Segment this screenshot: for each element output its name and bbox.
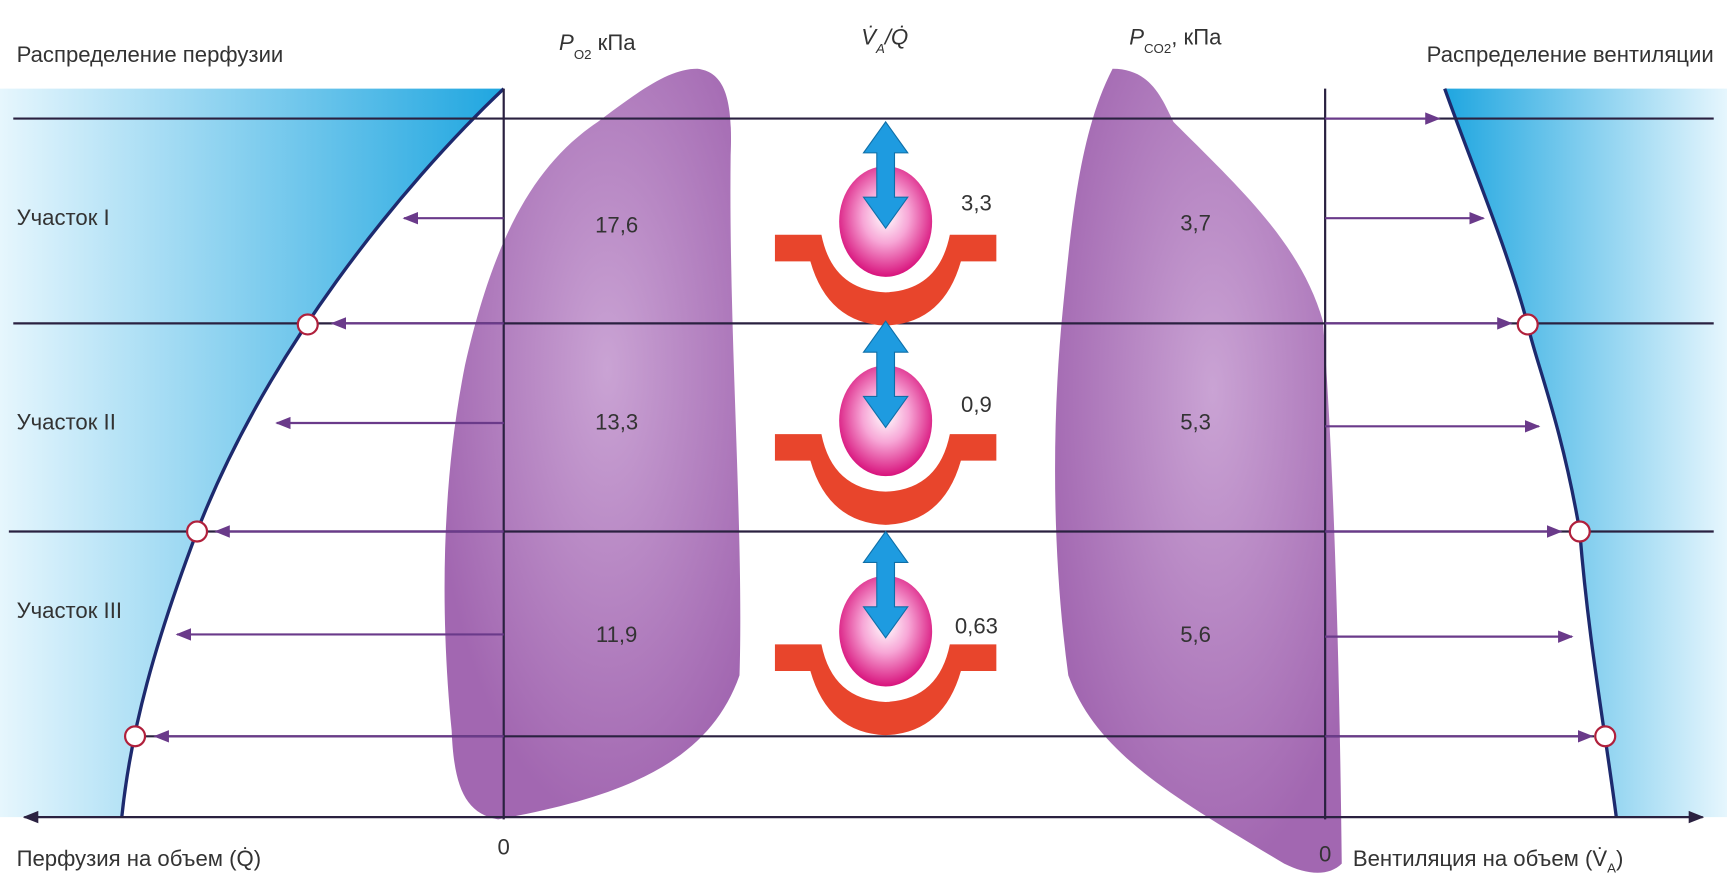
perfusion-curve — [120, 87, 505, 818]
po2-value: 13,3 — [595, 410, 638, 435]
zone-label: Участок II — [17, 410, 116, 435]
subscript: CO2 — [1144, 41, 1171, 56]
zero-label: 0 — [1319, 841, 1331, 866]
ratio-value: 0,63 — [955, 613, 998, 638]
po2-label: PO2 кПа — [559, 30, 636, 62]
close: ) — [1616, 846, 1623, 871]
pco2-label: PCO2, кПа — [1129, 24, 1222, 56]
po2-value: 11,9 — [596, 622, 637, 647]
ventilation-title: Распределение вентиляции — [1427, 42, 1714, 67]
curve-point — [123, 725, 147, 748]
denominator: /Q̇ — [883, 24, 908, 49]
curve-point — [1516, 313, 1539, 336]
perfusion-axis-label: Перфузия на объем (Q̇) — [17, 846, 262, 871]
right-lung — [1055, 68, 1342, 873]
ratio-value: 0,9 — [961, 392, 992, 417]
po2-value: 17,6 — [595, 213, 638, 238]
ventilation-axis-label: Вентиляция на объем (V̇A) — [1353, 846, 1624, 876]
alveolus-icon — [774, 121, 997, 327]
unit: , кПа — [1171, 24, 1222, 49]
left-lung — [444, 68, 741, 820]
zone-label: Участок III — [17, 598, 122, 623]
subscript: O2 — [574, 47, 592, 62]
subscript: A — [875, 41, 885, 56]
pco2-value: 5,3 — [1180, 410, 1211, 435]
perfusion-title: Распределение перфузии — [17, 42, 284, 67]
perfusion-area — [0, 88, 504, 818]
curve-point — [1568, 520, 1591, 543]
ratio-label: V̇A/Q̇ — [861, 24, 908, 56]
curve-point — [185, 520, 209, 543]
unit: кПа — [592, 30, 637, 55]
alveolus-icon — [774, 320, 997, 526]
pco2-value: 3,7 — [1180, 210, 1211, 235]
ventilation-area — [1444, 88, 1727, 818]
symbol: P — [559, 30, 574, 55]
ratio-value: 3,3 — [961, 190, 992, 215]
numerator: V̇ — [861, 24, 878, 49]
pco2-value: 5,6 — [1180, 622, 1211, 647]
subscript: A — [1607, 860, 1616, 875]
curve-point — [296, 313, 319, 336]
zero-label: 0 — [498, 835, 510, 860]
zone-label: Участок I — [17, 205, 110, 230]
curve-point — [1594, 725, 1617, 748]
symbol: P — [1129, 24, 1144, 49]
ventilation-curve — [1443, 88, 1618, 818]
text: Вентиляция на объем (V̇ — [1353, 846, 1608, 871]
